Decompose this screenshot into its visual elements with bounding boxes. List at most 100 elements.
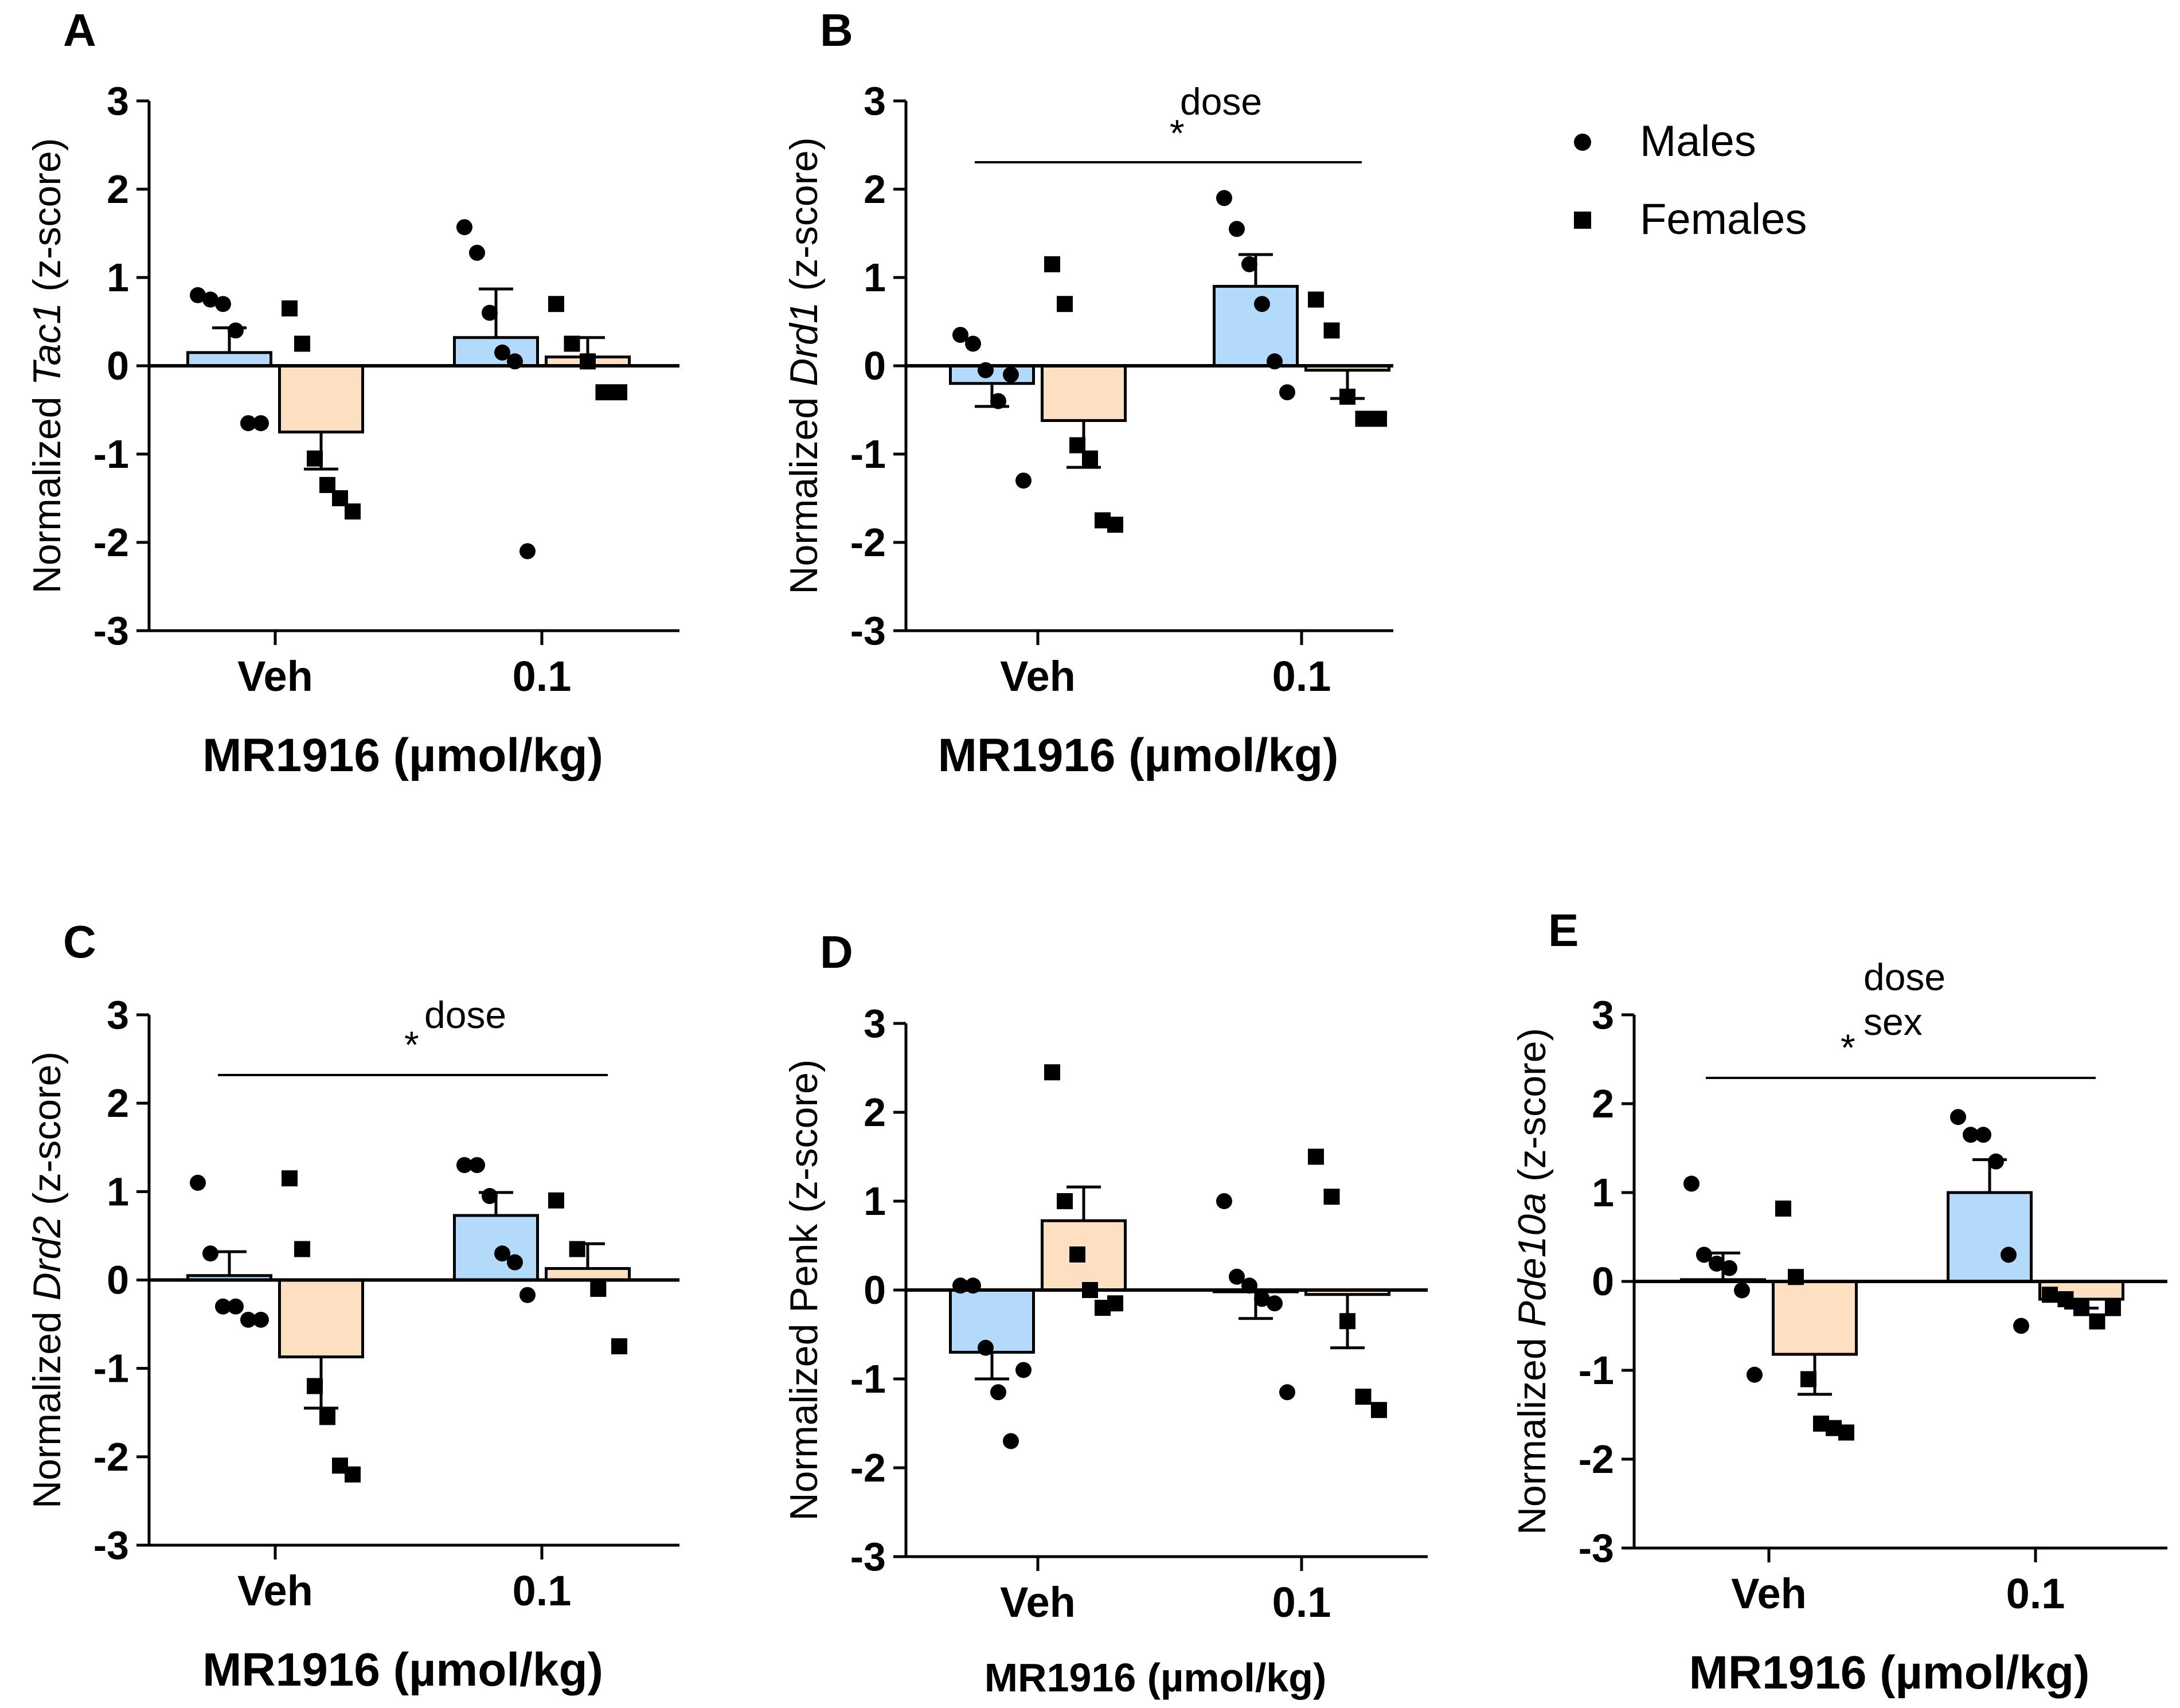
panel-letter: D bbox=[820, 927, 853, 978]
data-point-female bbox=[1355, 411, 1372, 427]
data-point-male bbox=[494, 344, 510, 361]
data-point-female bbox=[307, 1378, 323, 1394]
data-point-male bbox=[1683, 1175, 1700, 1192]
data-point-female bbox=[294, 335, 310, 352]
y-tick-label: 2 bbox=[864, 167, 886, 212]
y-tick-label: 0 bbox=[107, 343, 129, 388]
data-point-male bbox=[2013, 1318, 2029, 1334]
data-point-male bbox=[456, 219, 472, 236]
chart-panel-a: A3 2 1 0 -1 -2 -3 Veh 0.1 MR1916 (µmol/kg) Normali… bbox=[25, 5, 679, 781]
significance-label-sex: sex bbox=[1863, 1000, 1923, 1043]
legend-marker-males bbox=[1574, 134, 1591, 151]
y-tick-label: 1 bbox=[1592, 1170, 1614, 1215]
y-axis-title-gene: Drd1 bbox=[782, 302, 826, 386]
data-point-male bbox=[1229, 221, 1245, 237]
data-point-male bbox=[202, 1245, 218, 1262]
significance-star: * bbox=[1841, 1026, 1855, 1069]
significance-star: * bbox=[1170, 112, 1185, 154]
data-point-male bbox=[1003, 1433, 1019, 1449]
y-tick-label: 0 bbox=[107, 1258, 129, 1303]
data-point-female bbox=[1107, 517, 1123, 533]
x-axis-title: MR1916 (µmol/kg) bbox=[202, 729, 603, 781]
data-point-female bbox=[2089, 1313, 2105, 1330]
chart-panel-b: B3 2 1 0 -1 -2 -3 Veh 0.1 MR1916 (µmol/kg) Normali… bbox=[782, 5, 1393, 781]
y-tick-label: -3 bbox=[850, 608, 886, 653]
data-point-female bbox=[2057, 1291, 2074, 1307]
y-axis-title: Normalized Pde10a (z-score) bbox=[1510, 1028, 1554, 1535]
data-point-male bbox=[469, 244, 485, 261]
y-axis-title: Normalized Drd2 (z-score) bbox=[25, 1052, 69, 1508]
data-point-male bbox=[1709, 1256, 1725, 1272]
data-point-female bbox=[611, 1338, 627, 1355]
data-point-female bbox=[1308, 291, 1324, 308]
data-point-male bbox=[519, 1287, 536, 1303]
bar-males bbox=[949, 1288, 1035, 1354]
data-point-male bbox=[1279, 384, 1295, 401]
data-point-female bbox=[1057, 1193, 1073, 1209]
y-tick-label: -1 bbox=[850, 1357, 886, 1401]
data-point-female bbox=[294, 1241, 310, 1257]
y-tick-label: -1 bbox=[1579, 1348, 1614, 1393]
y-axis-title-suffix: (z-score) bbox=[1510, 1028, 1554, 1193]
data-point-male bbox=[1975, 1127, 1991, 1143]
data-point-male bbox=[1216, 1193, 1232, 1209]
y-axis-title-suffix: (z-score) bbox=[25, 138, 69, 303]
data-point-male bbox=[1747, 1366, 1763, 1383]
data-point-female bbox=[564, 335, 580, 352]
data-point-male bbox=[1279, 1384, 1295, 1401]
x-category-label: Veh bbox=[1000, 652, 1076, 700]
data-point-female bbox=[611, 384, 627, 401]
data-point-male bbox=[228, 322, 244, 339]
data-point-female bbox=[2042, 1287, 2058, 1303]
x-category-label: Veh bbox=[237, 652, 313, 700]
data-point-male bbox=[519, 543, 536, 560]
data-point-female bbox=[1339, 388, 1355, 405]
significance-star: * bbox=[404, 1023, 419, 1066]
bar-females bbox=[545, 1267, 631, 1281]
x-category-label: 0.1 bbox=[513, 652, 572, 700]
data-point-male bbox=[482, 304, 498, 321]
data-point-male bbox=[990, 1384, 1006, 1401]
legend-marker-females bbox=[1574, 212, 1591, 229]
data-point-male bbox=[1229, 1268, 1245, 1285]
data-point-male bbox=[1216, 190, 1232, 206]
data-point-male bbox=[978, 1339, 994, 1356]
y-axis-title-suffix: (z-score) bbox=[782, 1060, 826, 1224]
y-tick-label: -2 bbox=[850, 1445, 886, 1490]
y-tick-label: -2 bbox=[93, 1435, 129, 1479]
data-point-female bbox=[345, 1466, 361, 1483]
y-axis-title-gene: Pde10a bbox=[1510, 1193, 1554, 1327]
data-point-female bbox=[1838, 1424, 1854, 1441]
data-point-male bbox=[990, 393, 1006, 409]
data-point-female bbox=[307, 450, 323, 467]
data-point-male bbox=[215, 1298, 231, 1315]
data-point-female bbox=[1323, 322, 1340, 339]
bar-females bbox=[278, 364, 364, 433]
y-axis-title-gene: Penk bbox=[782, 1224, 826, 1313]
legend-label-males: Males bbox=[1640, 117, 1756, 166]
x-axis-title: MR1916 (µmol/kg) bbox=[938, 729, 1339, 781]
y-tick-label: 0 bbox=[864, 343, 886, 388]
bar-males bbox=[186, 351, 272, 368]
y-tick-label: -1 bbox=[850, 432, 886, 476]
chart-panel-e: E3 2 1 0 -1 -2 -3 Veh 0.1 MR1916 (µmol/kg) Normali… bbox=[1510, 905, 2167, 1699]
data-point-female bbox=[319, 1409, 335, 1425]
data-point-female bbox=[548, 1192, 564, 1209]
x-category-label: 0.1 bbox=[2006, 1570, 2065, 1617]
data-point-male bbox=[240, 415, 256, 432]
data-point-male bbox=[2001, 1246, 2017, 1263]
x-axis-title: MR1916 (µmol/kg) bbox=[984, 1655, 1327, 1700]
data-point-male bbox=[1734, 1282, 1750, 1299]
data-point-male bbox=[952, 327, 968, 343]
y-axis-title-prefix: Normalized bbox=[782, 1313, 826, 1521]
x-axis-title: MR1916 (µmol/kg) bbox=[1689, 1647, 2090, 1699]
data-point-male bbox=[1696, 1246, 1712, 1263]
data-point-female bbox=[282, 1170, 298, 1187]
y-tick-label: -1 bbox=[93, 432, 129, 476]
data-point-male bbox=[494, 1245, 510, 1262]
data-point-female bbox=[569, 1241, 585, 1257]
y-tick-label: 1 bbox=[864, 255, 886, 300]
significance-label-dose: dose bbox=[424, 994, 506, 1036]
